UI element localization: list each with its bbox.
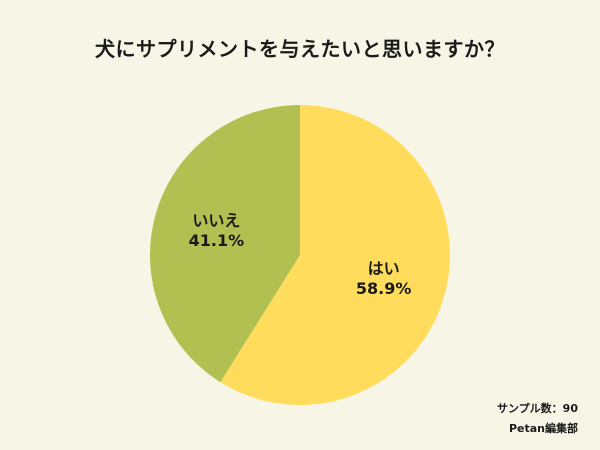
- pie-slice-no: [149, 105, 300, 383]
- slice-label-no: いいえ 41.1%: [166, 211, 266, 251]
- slice-label-yes-text: はい: [367, 259, 400, 278]
- chart-title: 犬にサプリメントを与えたいと思いますか？: [95, 37, 505, 61]
- slice-label-yes: はい 58.9%: [334, 259, 434, 299]
- source-credit: Petan編集部: [508, 422, 578, 435]
- pie-slice-yes: [220, 105, 450, 405]
- slice-label-yes-percent: 58.9%: [355, 279, 412, 298]
- slice-label-no-text: いいえ: [192, 210, 241, 230]
- slice-label-no-percent: 41.1%: [188, 230, 245, 250]
- sample-size: サンプル数：90: [497, 402, 578, 415]
